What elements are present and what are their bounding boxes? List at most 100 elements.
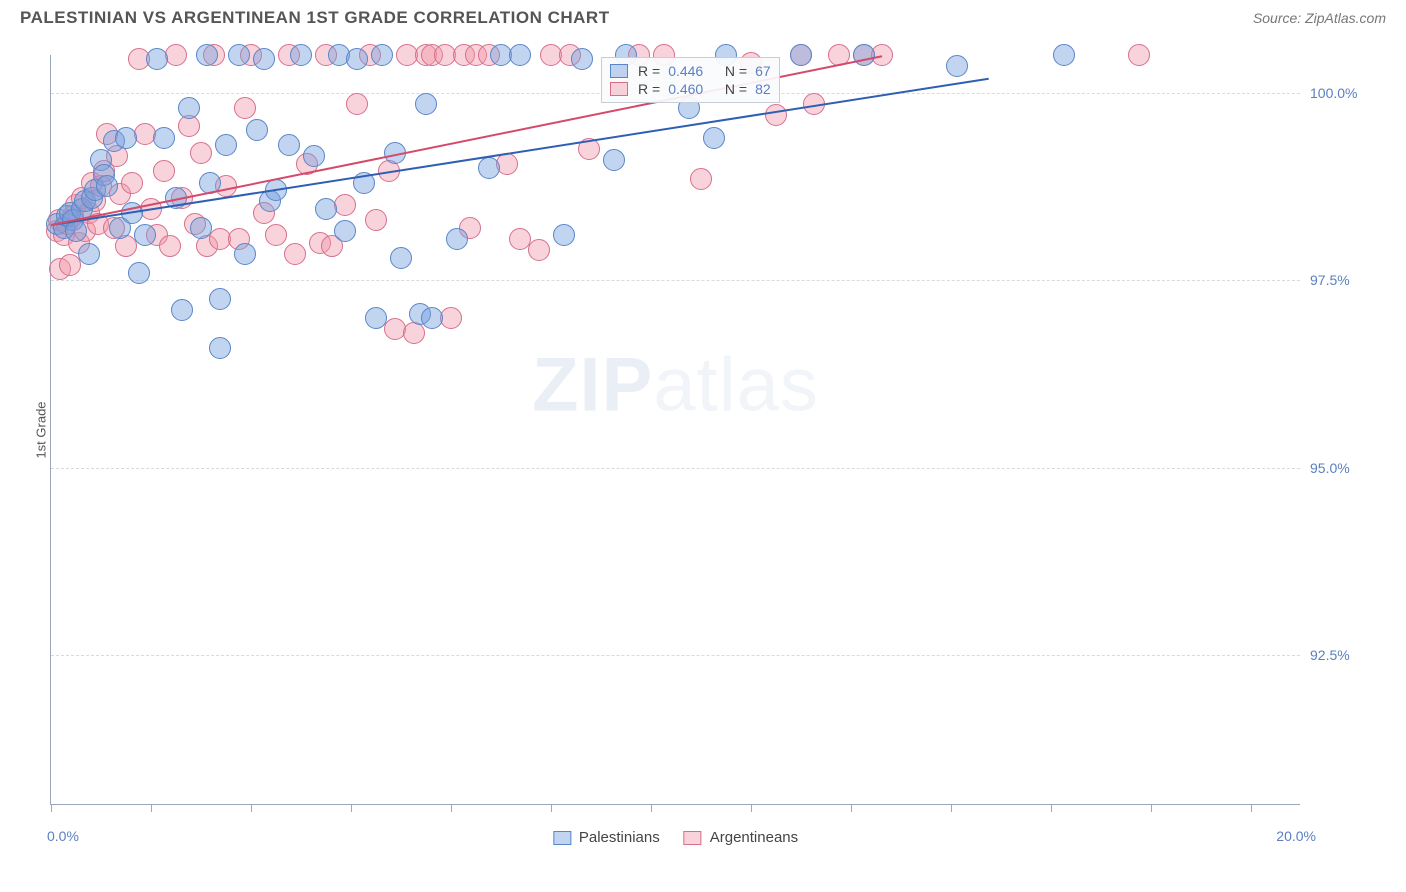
data-point: [315, 198, 337, 220]
data-point: [190, 142, 212, 164]
x-tick-label: 20.0%: [1276, 828, 1316, 844]
data-point: [446, 228, 468, 250]
data-point: [209, 288, 231, 310]
data-point: [153, 127, 175, 149]
data-point: [65, 220, 87, 242]
data-point: [690, 168, 712, 190]
x-tick: [1251, 804, 1252, 812]
x-tick: [351, 804, 352, 812]
chart-title: PALESTINIAN VS ARGENTINEAN 1ST GRADE COR…: [20, 8, 610, 28]
data-point: [1128, 44, 1150, 66]
data-point: [121, 172, 143, 194]
data-point: [178, 115, 200, 137]
r-value: 0.460: [668, 81, 703, 97]
data-point: [234, 97, 256, 119]
data-point: [178, 97, 200, 119]
data-point: [209, 337, 231, 359]
data-point: [871, 44, 893, 66]
legend-item: Palestinians: [553, 829, 660, 846]
data-point: [403, 322, 425, 344]
legend-item: Argentineans: [684, 829, 798, 846]
x-tick: [951, 804, 952, 812]
legend-row: R = 0.460 N = 82: [610, 80, 771, 98]
data-point: [415, 93, 437, 115]
data-point: [765, 104, 787, 126]
n-value: 67: [755, 63, 771, 79]
watermark: ZIPatlas: [532, 341, 819, 428]
data-point: [528, 239, 550, 261]
data-point: [346, 48, 368, 70]
x-tick: [251, 804, 252, 812]
x-tick: [651, 804, 652, 812]
legend-label: Argentineans: [710, 829, 798, 846]
data-point: [365, 209, 387, 231]
data-point: [153, 160, 175, 182]
legend-row: R = 0.446 N = 67: [610, 62, 771, 80]
data-point: [790, 44, 812, 66]
data-point: [334, 194, 356, 216]
y-tick-label: 95.0%: [1310, 460, 1370, 476]
x-tick: [51, 804, 52, 812]
data-point: [703, 127, 725, 149]
data-point: [440, 307, 462, 329]
legend-series: Palestinians Argentineans: [553, 829, 798, 846]
data-point: [571, 48, 593, 70]
data-point: [853, 44, 875, 66]
scatter-chart: 1st Grade ZIPatlas 92.5%95.0%97.5%100.0%…: [50, 55, 1300, 805]
legend-swatch: [684, 831, 702, 845]
data-point: [365, 307, 387, 329]
source-label: Source: ZipAtlas.com: [1253, 10, 1386, 26]
data-point: [196, 44, 218, 66]
data-point: [478, 157, 500, 179]
y-tick-label: 97.5%: [1310, 272, 1370, 288]
x-tick: [551, 804, 552, 812]
data-point: [496, 153, 518, 175]
y-tick-label: 92.5%: [1310, 647, 1370, 663]
legend-swatch: [553, 831, 571, 845]
data-point: [234, 243, 256, 265]
data-point: [284, 243, 306, 265]
data-point: [78, 243, 100, 265]
data-point: [603, 149, 625, 171]
data-point: [334, 220, 356, 242]
data-point: [171, 299, 193, 321]
data-point: [215, 134, 237, 156]
data-point: [228, 44, 250, 66]
n-value: 82: [755, 81, 771, 97]
data-point: [190, 217, 212, 239]
data-point: [371, 44, 393, 66]
x-tick: [151, 804, 152, 812]
data-point: [421, 307, 443, 329]
data-point: [146, 48, 168, 70]
data-point: [159, 235, 181, 257]
y-axis-label: 1st Grade: [34, 401, 49, 458]
x-tick: [1151, 804, 1152, 812]
data-point: [553, 224, 575, 246]
data-point: [346, 93, 368, 115]
gridline: [51, 655, 1300, 656]
legend-label: Palestinians: [579, 829, 660, 846]
data-point: [946, 55, 968, 77]
data-point: [128, 262, 150, 284]
data-point: [509, 44, 531, 66]
y-tick-label: 100.0%: [1310, 85, 1370, 101]
data-point: [165, 44, 187, 66]
data-point: [134, 224, 156, 246]
data-point: [253, 48, 275, 70]
data-point: [278, 134, 300, 156]
gridline: [51, 280, 1300, 281]
data-point: [1053, 44, 1075, 66]
gridline: [51, 468, 1300, 469]
data-point: [390, 247, 412, 269]
x-tick: [851, 804, 852, 812]
data-point: [246, 119, 268, 141]
x-tick: [1051, 804, 1052, 812]
x-tick: [751, 804, 752, 812]
data-point: [265, 224, 287, 246]
data-point: [96, 175, 118, 197]
x-tick-label: 0.0%: [47, 828, 79, 844]
legend-correlation: R = 0.446 N = 67R = 0.460 N = 82: [601, 57, 780, 103]
r-value: 0.446: [668, 63, 703, 79]
legend-swatch: [610, 82, 628, 96]
x-tick: [451, 804, 452, 812]
